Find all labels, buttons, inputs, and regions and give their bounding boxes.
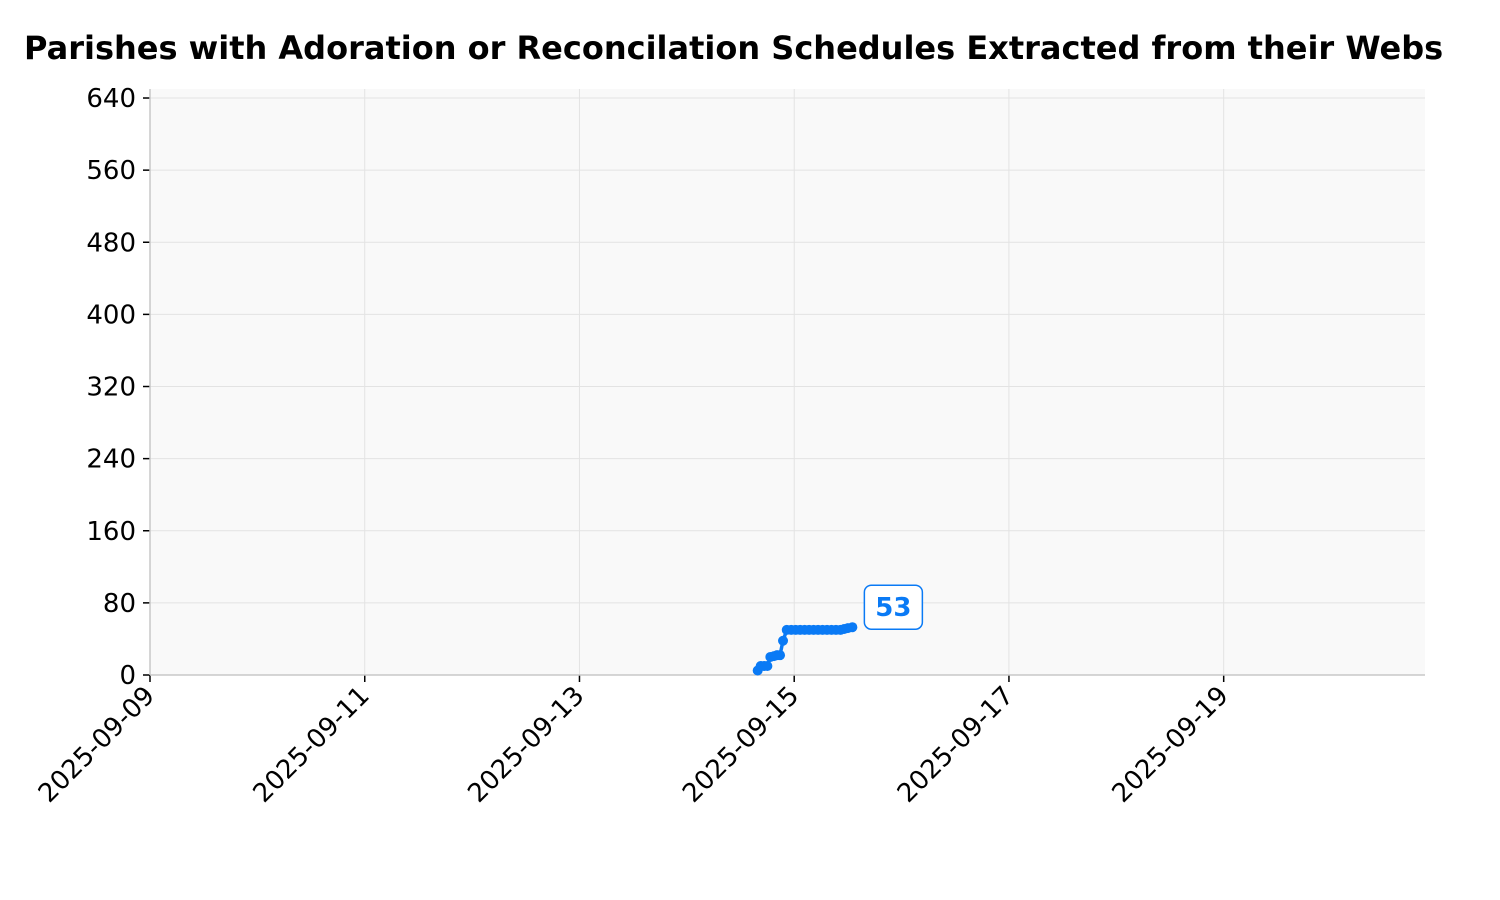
data-point [778, 635, 789, 646]
y-tick-label: 240 [86, 445, 136, 475]
last-value-label: 53 [875, 593, 911, 623]
y-tick-label: 560 [86, 156, 136, 186]
data-point [775, 650, 786, 661]
chart-title: Parishes with Adoration or Reconcilation… [24, 29, 1443, 67]
data-point [762, 660, 773, 671]
y-tick-label: 0 [119, 661, 136, 691]
y-tick-label: 160 [86, 517, 136, 547]
y-tick-label: 400 [86, 300, 136, 330]
y-tick-label: 320 [86, 373, 136, 403]
y-tick-label: 480 [86, 228, 136, 258]
last-value-badge [863, 584, 924, 630]
y-tick-label: 80 [103, 589, 136, 619]
data-point [847, 622, 858, 633]
plot-background [150, 89, 1425, 675]
y-tick-label: 640 [86, 84, 136, 114]
